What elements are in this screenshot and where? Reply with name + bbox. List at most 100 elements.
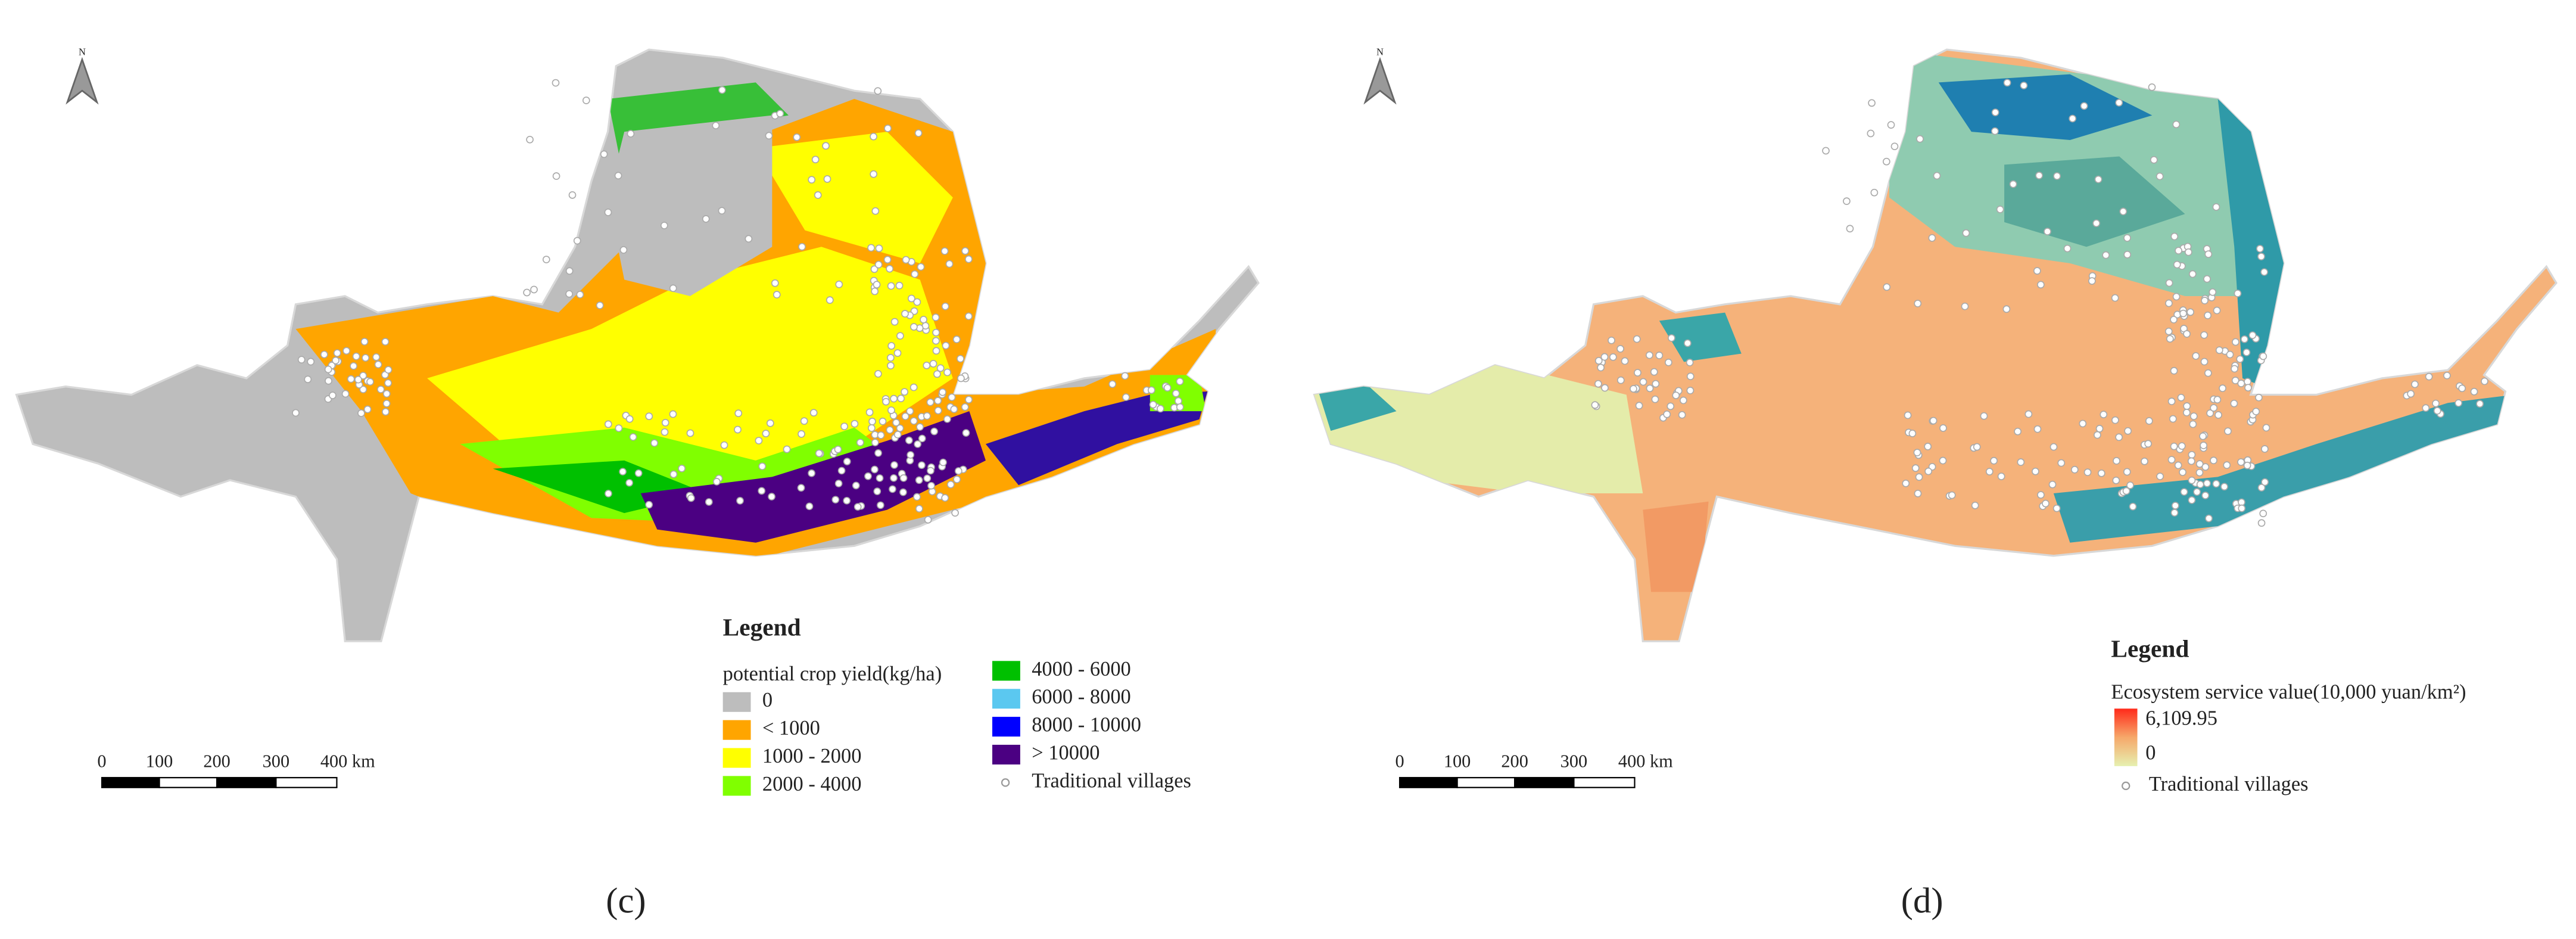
legend-swatch (722, 720, 751, 740)
village-point (927, 481, 935, 490)
village-point (718, 86, 726, 94)
village-point (341, 390, 350, 398)
village-point (2083, 468, 2092, 476)
village-point (2201, 463, 2210, 471)
village-point (941, 302, 949, 310)
village-point (2212, 203, 2220, 211)
village-point (2433, 407, 2441, 415)
village-point (854, 503, 862, 511)
village-point (2234, 290, 2242, 297)
village-point (2057, 459, 2066, 467)
village-point (762, 430, 770, 437)
village-point (2156, 472, 2164, 480)
village-point (1904, 411, 1912, 419)
village-point (625, 415, 634, 423)
legend-label: 4000 - 6000 (1032, 658, 1131, 680)
legend-gradient (2114, 708, 2138, 766)
village-point (2242, 349, 2251, 356)
village-point (2095, 425, 2104, 433)
village-point (758, 487, 766, 495)
village-point (798, 430, 805, 438)
village-point (1108, 380, 1117, 388)
village-point (2094, 431, 2101, 439)
village-point (2002, 305, 2011, 313)
village-point (600, 150, 608, 158)
village-point (1147, 386, 1155, 394)
village-point (1924, 443, 1932, 450)
village-point (2458, 384, 2466, 393)
village-point (955, 467, 963, 475)
village-point (965, 396, 973, 404)
village-point (2123, 234, 2131, 242)
village-point (1973, 443, 1981, 451)
village-point (927, 467, 935, 475)
village-point (2237, 458, 2245, 466)
village-point (1883, 283, 1891, 291)
village-point (932, 328, 940, 337)
village-point (332, 356, 339, 365)
village-point (887, 362, 895, 370)
village-point (333, 349, 341, 357)
village-point (2166, 335, 2174, 343)
village-point (2230, 399, 2238, 408)
village-point (840, 422, 848, 431)
village-point (2017, 458, 2025, 466)
village-point (1822, 147, 1830, 155)
scale-segment (158, 777, 218, 788)
village-point (2189, 412, 2198, 420)
village-point (2070, 465, 2079, 474)
village-point (909, 417, 918, 425)
village-point (2210, 456, 2217, 465)
village-point (320, 350, 328, 359)
legend-label: 6,109.95 (2145, 707, 2217, 730)
village-point (2052, 504, 2061, 512)
village-point (2092, 219, 2101, 228)
village-point (1990, 456, 1998, 465)
village-point (350, 362, 357, 370)
village-point (851, 419, 859, 428)
village-point (823, 175, 831, 183)
village-point (910, 323, 918, 331)
village-point (2141, 458, 2148, 465)
village-point (530, 285, 538, 294)
village-point (831, 496, 840, 504)
village-point (1149, 400, 1157, 409)
legend-village-symbol (1001, 778, 1010, 787)
village-point (1939, 424, 1947, 432)
village-point (354, 375, 362, 384)
village-point (1616, 376, 1625, 384)
village-point (661, 428, 669, 436)
village-point (2187, 457, 2195, 465)
village-point (932, 347, 940, 355)
village-point (1890, 142, 1899, 151)
village-point (359, 385, 367, 394)
village-point (2175, 247, 2182, 255)
village-point (342, 347, 351, 355)
village-point (329, 391, 337, 399)
village-point (2261, 445, 2269, 453)
village-point (2033, 267, 2041, 275)
village-point (2167, 456, 2176, 464)
village-point (2169, 415, 2177, 423)
village-point (1902, 479, 1910, 487)
village-point (883, 256, 892, 264)
village-point (372, 353, 381, 361)
village-point (2192, 352, 2200, 360)
village-point (965, 312, 973, 321)
village-point (837, 467, 846, 475)
village-point (856, 439, 864, 447)
village-point (915, 505, 923, 513)
village-point (2241, 335, 2248, 343)
village-point (576, 291, 584, 299)
scale-label: 100 (1444, 751, 1471, 771)
village-point (1601, 384, 1609, 392)
village-point (2213, 396, 2222, 404)
village-point (2156, 172, 2164, 181)
village-point (2205, 514, 2213, 523)
village-point (901, 310, 909, 318)
village-point (2252, 408, 2260, 416)
village-point (2261, 478, 2269, 486)
village-point (950, 405, 958, 413)
village-point (879, 417, 887, 425)
